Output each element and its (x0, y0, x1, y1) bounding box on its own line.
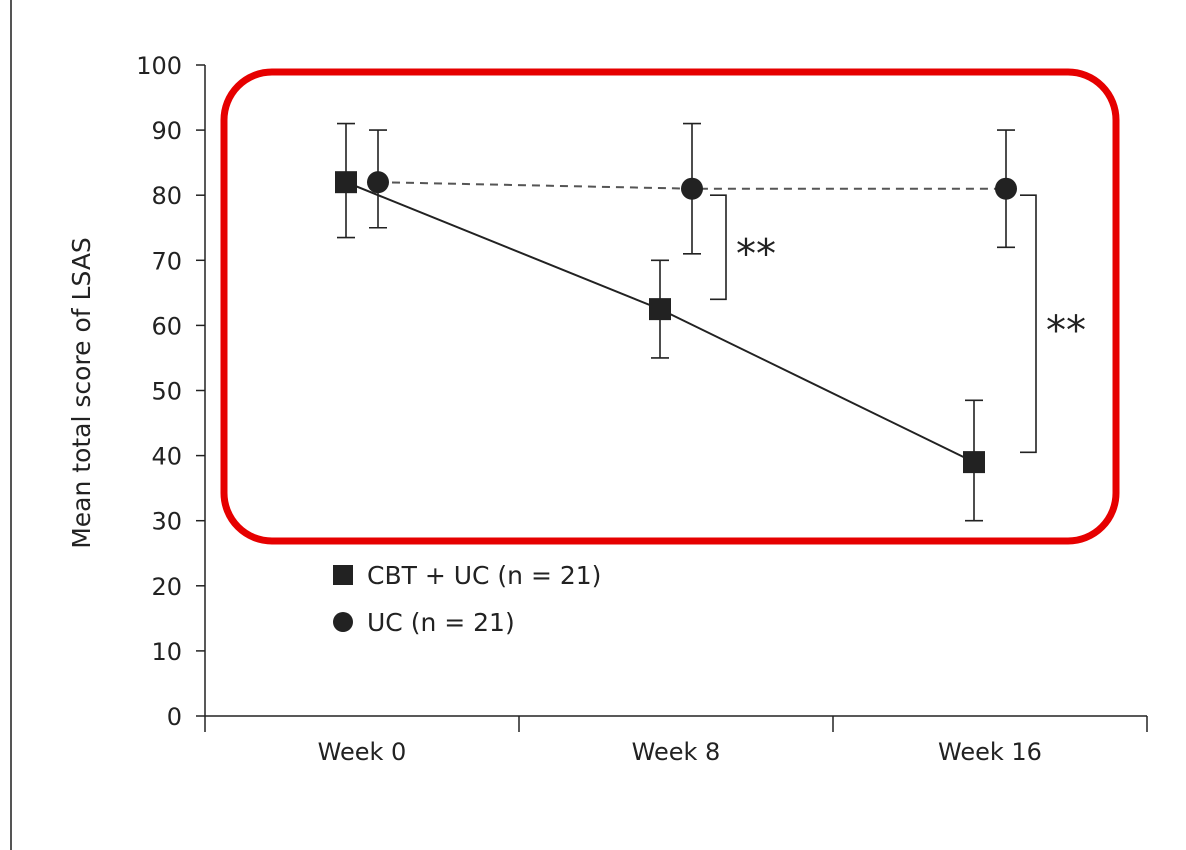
significance-label: ** (736, 231, 776, 277)
y-tick-label: 20 (151, 573, 182, 601)
y-tick-label: 50 (151, 378, 182, 406)
series-layer (335, 122, 1017, 522)
series-uc (367, 122, 1017, 255)
bracket-line (710, 194, 727, 301)
data-point-circle (367, 171, 389, 194)
y-axis-title: Mean total score of LSAS (67, 237, 96, 549)
y-tick-label: 70 (151, 247, 182, 275)
data-point-square (649, 298, 671, 321)
legend-label: UC (n = 21) (367, 608, 515, 637)
significance-label: ** (1046, 308, 1086, 354)
data-point-square (963, 451, 985, 474)
y-tick-label: 90 (151, 117, 182, 145)
axes: 0 10 20 30 40 50 60 70 80 90 100 Week 0 Week 8 Week 1… (136, 52, 1148, 766)
data-point-circle (681, 177, 703, 200)
legend-square-marker (333, 565, 353, 585)
bracket-line (1020, 194, 1037, 454)
x-tick-label: Week 8 (632, 738, 721, 766)
y-tick-label: 80 (151, 182, 182, 210)
data-point-circle (995, 177, 1017, 200)
series-cbt-uc (335, 122, 985, 522)
significance-annotations: ** ** (710, 194, 1086, 454)
y-tick-label: 0 (167, 703, 182, 731)
y-tick-label: 100 (136, 52, 182, 80)
y-tick-label: 60 (151, 312, 182, 340)
legend-label: CBT + UC (n = 21) (367, 561, 601, 590)
legend-circle-marker (333, 612, 353, 632)
significance-bracket: ** (1020, 194, 1086, 454)
y-tick-label: 30 (151, 508, 182, 536)
highlight-rectangle (220, 68, 1120, 545)
y-tick-label: 40 (151, 443, 182, 471)
significance-bracket: ** (710, 194, 776, 301)
legend: CBT + UC (n = 21) UC (n = 21) (333, 561, 601, 637)
x-tick-label: Week 0 (318, 738, 407, 766)
x-tick-label: Week 16 (938, 738, 1042, 766)
y-tick-label: 10 (151, 638, 182, 666)
data-point-square (335, 171, 357, 194)
